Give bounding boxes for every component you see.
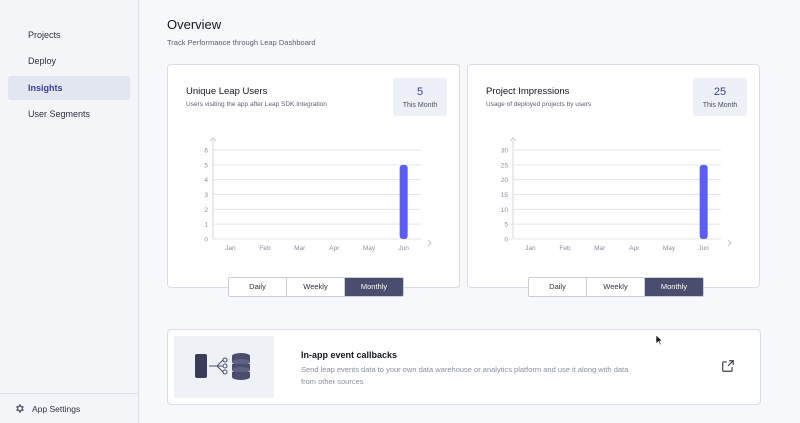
external-link-button[interactable] [721,359,735,378]
unique-users-card: Unique Leap Users Users visiting the app… [167,64,460,297]
callbacks-illustration [174,336,274,398]
app-settings-label: App Settings [32,403,81,414]
x-axis-arrow [427,239,432,247]
toggle-daily[interactable]: Daily [529,278,587,296]
sidebar-item-deploy[interactable]: Deploy [28,56,57,66]
sidebar-item-insights[interactable]: Insights [8,76,130,100]
x-tick-label: Jan [525,245,536,252]
toggle-daily[interactable]: Daily [229,278,287,296]
app-settings-button[interactable]: App Settings [0,393,139,423]
phone-to-database-icon [195,353,250,380]
y-tick-label: 1 [204,222,208,229]
external-link-icon [722,360,734,372]
card-title: Project Impressions [486,86,570,97]
users-bar-chart: 0 1 2 3 4 5 6 Jan Feb Mar Apr May Jun [204,137,432,252]
toggle-monthly[interactable]: Monthly [345,278,403,296]
y-tick-label: 5 [204,162,208,169]
card-description: Users visiting the app after Leap SDK In… [186,101,327,108]
x-tick-label: May [363,245,376,252]
stat-box: 5 This Month [393,78,447,116]
y-axis-arrow [209,137,217,142]
y-tick-label: 0 [504,237,508,244]
x-tick-label: Apr [629,245,640,252]
event-callbacks-banner: In-app event callbacks Send leap events … [167,329,761,405]
page-title: Overview [167,17,222,32]
page-subtitle: Track Performance through Leap Dashboard [167,38,316,47]
x-tick-label: Jun [698,245,709,252]
x-tick-label: May [663,245,676,252]
period-toggle: Daily Weekly Monthly [528,277,704,297]
impressions-bar-chart: 0 5 10 15 20 25 30 Jan Feb Mar Apr May Jun [501,137,732,252]
x-tick-label: Jun [398,245,409,252]
sidebar-item-user-segments[interactable]: User Segments [28,109,91,119]
y-axis-arrow [509,137,517,142]
sidebar-item-projects[interactable]: Projects [28,30,61,40]
banner-title: In-app event callbacks [301,350,398,360]
y-tick-label: 5 [504,222,508,229]
x-tick-label: Mar [294,245,306,252]
y-tick-label: 4 [204,177,208,184]
toggle-weekly[interactable]: Weekly [287,278,345,296]
y-tick-label: 15 [501,192,509,199]
x-tick-label: Mar [594,245,606,252]
gear-icon [16,404,24,413]
y-tick-label: 20 [501,177,509,184]
chart-bar [399,164,408,239]
x-tick-label: Apr [329,245,340,252]
project-impressions-card: Project Impressions Usage of deployed pr… [467,64,760,297]
toggle-weekly[interactable]: Weekly [587,278,645,296]
x-tick-label: Jan [225,245,236,252]
x-tick-label: Feb [559,245,571,252]
chart-bar [699,164,708,239]
stat-label: This Month [702,102,738,109]
main-content: Overview Track Performance through Leap … [140,0,800,423]
banner-description: Send leap events data to your own data w… [301,365,629,386]
y-tick-label: 10 [501,207,509,214]
card-title: Unique Leap Users [186,86,268,97]
stat-box: 25 This Month [693,78,747,116]
toggle-monthly[interactable]: Monthly [645,278,703,296]
y-tick-label: 25 [501,162,509,169]
y-tick-label: 2 [204,207,208,214]
x-axis-arrow [727,239,732,247]
stat-value: 25 [713,86,727,98]
card-description: Usage of deployed projects by users [486,101,592,108]
period-toggle: Daily Weekly Monthly [228,277,404,297]
y-tick-label: 6 [204,148,208,155]
stat-value: 5 [416,86,424,98]
stat-label: This Month [402,102,438,109]
sidebar: Projects Deploy Insights User Segments A… [0,0,139,423]
y-tick-label: 0 [204,237,208,244]
y-tick-label: 30 [501,148,509,155]
mouse-cursor-icon [655,334,663,346]
y-tick-label: 3 [204,192,208,199]
x-tick-label: Feb [259,245,271,252]
